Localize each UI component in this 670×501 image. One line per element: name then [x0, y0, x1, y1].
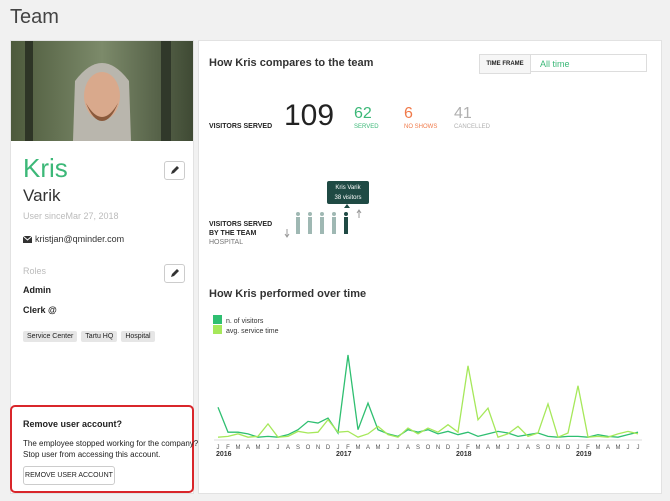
stat-label: NO SHOWS [404, 124, 438, 130]
team-label: VISITORS SERVED [209, 221, 273, 228]
remove-account-box: Remove user account? The employee stoppe… [10, 405, 198, 493]
visitors-served: 109 [284, 99, 335, 132]
role: Clerk @ [23, 305, 57, 315]
chart-title: How Kris performed over time [209, 288, 367, 300]
roles-label: Roles [23, 266, 47, 276]
user-since: User sinceMar 27, 2018 [23, 211, 119, 221]
last-name: Varik [23, 186, 61, 205]
tooltip-name: Kris Varik [335, 185, 361, 191]
compare-title: How Kris compares to the team [209, 57, 374, 69]
visitors-served-label: VISITORS SERVED [209, 123, 273, 130]
page-title: Team [10, 6, 59, 28]
remove-title: Remove user account? [23, 419, 123, 429]
stat-value: 41 [454, 105, 472, 122]
time-frame-select[interactable]: All time [530, 54, 647, 72]
location-tag: Service Center [23, 331, 78, 342]
edit-roles-button[interactable] [164, 264, 185, 283]
remove-button[interactable]: REMOVE USER ACCOUNT [23, 466, 115, 485]
stat-value: 6 [404, 105, 413, 122]
email-icon [23, 236, 33, 243]
location-tags: Service Center Tartu HQ Hospital [23, 325, 159, 343]
location-tag: Tartu HQ [81, 331, 118, 342]
remove-text: Stop user from accessing this account. [23, 450, 161, 459]
team-label: BY THE TEAM [209, 230, 257, 237]
email: kristjan@qminder.com [35, 234, 125, 244]
profile-photo [11, 41, 193, 141]
tooltip: Kris Varik 38 visitors [327, 181, 369, 204]
time-frame-value: All time [540, 59, 570, 69]
role: Admin [23, 285, 51, 295]
stat-label: CANCELLED [454, 124, 491, 130]
location-tag: Hospital [121, 331, 155, 342]
tooltip-visitors: 38 visitors [334, 195, 362, 201]
stat-label: SERVED [354, 124, 379, 130]
first-name: Kris [23, 153, 68, 183]
team-location: HOSPITAL [209, 239, 244, 246]
remove-text: The employee stopped working for the com… [23, 439, 199, 448]
stat-value: 62 [354, 105, 372, 122]
team-icons [284, 204, 362, 238]
time-frame-label: TIME FRAME [479, 54, 531, 74]
edit-name-button[interactable] [164, 161, 185, 180]
stats-card: How Kris compares to the team TIME FRAME… [198, 40, 662, 494]
